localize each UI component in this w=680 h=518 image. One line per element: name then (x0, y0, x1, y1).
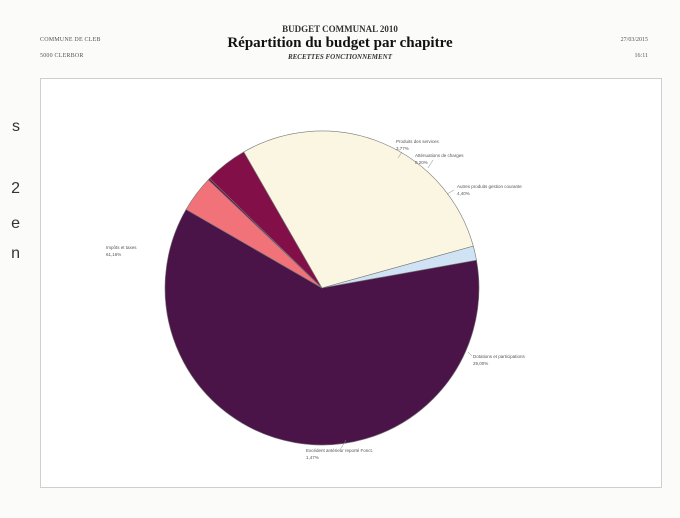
page-subtitle: RECETTES FONCTIONNEMENT (287, 53, 393, 61)
budget-label: BUDGET COMMUNAL 2010 (282, 24, 398, 34)
slice-label: Atténuations de charges (415, 153, 464, 158)
leader-line (467, 351, 473, 357)
slice-percentage: 61,16% (106, 252, 121, 257)
slice-label: Excédent antérieur reporté Fonct. (306, 448, 373, 453)
report-header: BUDGET COMMUNAL 2010 Répartition du budg… (0, 24, 680, 62)
slice-label: Autres produits gestion courante (457, 184, 522, 189)
slice-impots-taxes (164, 209, 480, 446)
side-fragment: 2 (11, 180, 20, 197)
slice-percentage: 29,00% (473, 361, 488, 366)
slice-label: Produits des services (396, 139, 440, 144)
org-name: COMMUNE DE CLEB (40, 37, 101, 43)
slice-labels: Produits des services 3,77% Atténuations d… (106, 139, 526, 460)
org-address: 5000 CLERBOR (40, 53, 84, 59)
side-fragment: n (11, 245, 20, 262)
side-fragment: e (11, 215, 20, 232)
leader-line (427, 159, 434, 169)
pie-slices (164, 130, 480, 446)
slice-percentage: 4,40% (457, 191, 470, 196)
slice-dotations-participations (243, 130, 474, 289)
slice-percentage: 1,47% (306, 455, 319, 460)
leader-line (397, 151, 403, 159)
print-time: 16:11 (634, 53, 648, 59)
slice-label: Dotations et participations (473, 354, 526, 359)
page-title: Répartition du budget par chapitre (227, 35, 453, 51)
leader-line (339, 439, 347, 451)
slice-percentage: 0,20% (415, 160, 428, 165)
slice-label: Impôts et taxes (106, 245, 137, 250)
leader-line (446, 189, 455, 195)
print-date: 27/03/2015 (620, 37, 648, 43)
slice-percentage: 3,77% (396, 146, 409, 151)
organization-header: COMMUNE DE CLEB 5000 CLERBOR (40, 28, 101, 68)
leader-lines (339, 151, 473, 451)
side-fragment: s (12, 118, 20, 135)
date-header: 27/03/2015 16:11 (621, 28, 648, 68)
